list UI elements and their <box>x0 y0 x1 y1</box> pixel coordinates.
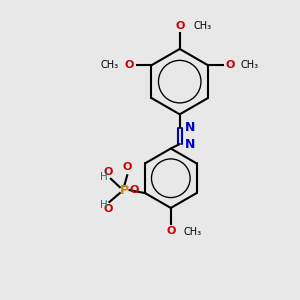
Text: H: H <box>100 172 108 182</box>
Text: N: N <box>185 121 195 134</box>
Text: O: O <box>125 60 134 70</box>
Text: P: P <box>120 184 129 196</box>
Text: O: O <box>103 204 112 214</box>
Text: H: H <box>100 200 108 210</box>
Text: O: O <box>166 226 176 236</box>
Text: O: O <box>175 20 184 31</box>
Text: O: O <box>103 167 112 177</box>
Text: CH₃: CH₃ <box>241 60 259 70</box>
Text: CH₃: CH₃ <box>100 60 119 70</box>
Text: N: N <box>185 138 195 151</box>
Text: O: O <box>122 162 132 172</box>
Text: CH₃: CH₃ <box>193 20 211 31</box>
Text: O: O <box>225 60 235 70</box>
Text: CH₃: CH₃ <box>183 227 201 237</box>
Text: O: O <box>129 184 139 194</box>
